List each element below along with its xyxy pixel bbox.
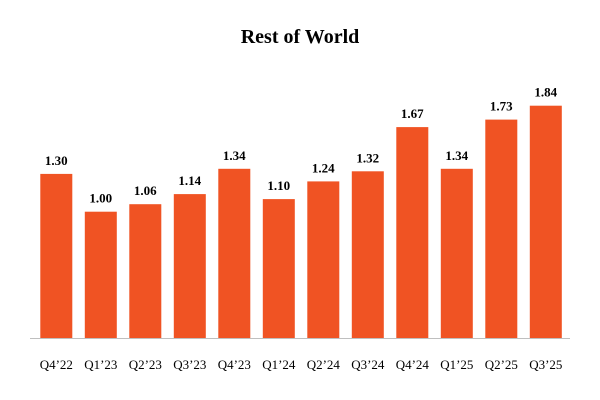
bar-9 bbox=[440, 168, 473, 338]
tick-label-10: Q2’25 bbox=[485, 357, 518, 372]
value-label-0: 1.30 bbox=[45, 153, 68, 168]
bar-2 bbox=[129, 204, 162, 338]
value-label-6: 1.24 bbox=[312, 160, 335, 175]
tick-label-7: Q3’24 bbox=[351, 357, 385, 372]
tick-label-9: Q1’25 bbox=[440, 357, 473, 372]
bar-1 bbox=[84, 211, 117, 338]
bar-8 bbox=[396, 127, 429, 338]
value-label-5: 1.10 bbox=[267, 178, 290, 193]
value-label-1: 1.00 bbox=[89, 191, 112, 206]
tick-label-2: Q2’23 bbox=[129, 357, 162, 372]
tick-label-3: Q3’23 bbox=[173, 357, 206, 372]
value-label-2: 1.06 bbox=[134, 183, 157, 198]
tick-labels-group: Q4’22 Q1’23 Q2’23 Q3’23 Q4’23 Q1’24 Q2’24 Q3’24… bbox=[40, 357, 563, 372]
bars-group bbox=[40, 105, 562, 338]
tick-label-1: Q1’23 bbox=[84, 357, 117, 372]
bar-5 bbox=[262, 199, 295, 338]
bar-11 bbox=[529, 105, 562, 338]
tick-label-4: Q4’23 bbox=[218, 357, 251, 372]
value-label-3: 1.14 bbox=[178, 173, 201, 188]
value-label-8: 1.67 bbox=[401, 106, 424, 121]
bar-7 bbox=[351, 171, 384, 338]
value-label-11: 1.84 bbox=[534, 85, 557, 100]
bar-10 bbox=[485, 119, 518, 338]
tick-label-5: Q1’24 bbox=[262, 357, 296, 372]
bar-3 bbox=[173, 194, 206, 338]
bar-0 bbox=[40, 173, 73, 338]
tick-label-11: Q3’25 bbox=[529, 357, 562, 372]
tick-label-8: Q4’24 bbox=[396, 357, 430, 372]
bar-6 bbox=[307, 181, 340, 338]
tick-label-0: Q4’22 bbox=[40, 357, 73, 372]
bar-4 bbox=[218, 168, 251, 338]
value-label-9: 1.34 bbox=[445, 148, 468, 163]
chart-title: Rest of World bbox=[240, 26, 360, 48]
value-label-10: 1.73 bbox=[490, 99, 513, 114]
value-label-7: 1.32 bbox=[356, 150, 379, 165]
value-label-4: 1.34 bbox=[223, 148, 246, 163]
tick-label-6: Q2’24 bbox=[307, 357, 341, 372]
value-labels-group: 1.30 1.00 1.06 1.14 1.34 1.10 1.24 1.32 1.67 1.34… bbox=[45, 85, 558, 206]
